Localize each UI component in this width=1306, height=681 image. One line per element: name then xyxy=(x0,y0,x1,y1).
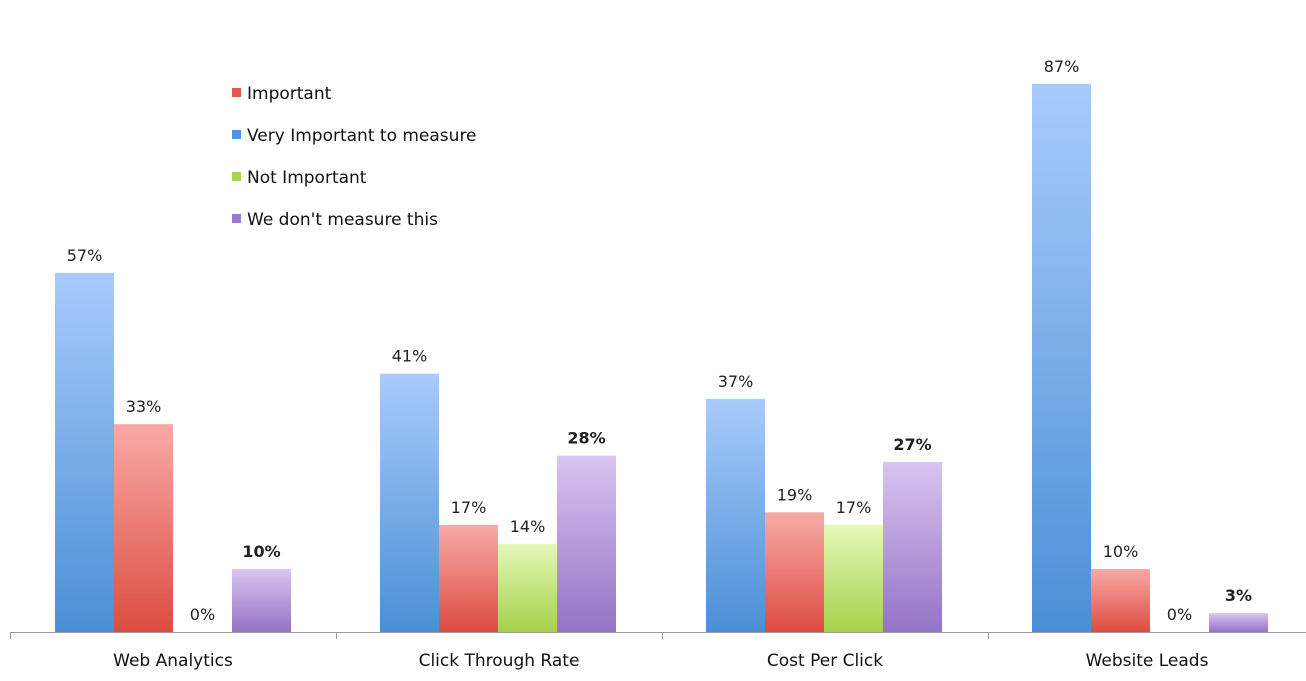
category-label-website-leads: Website Leads xyxy=(1086,651,1209,671)
bar-cost-per-click-not-important xyxy=(824,524,883,632)
legend-label-important: Important xyxy=(247,84,332,104)
bar-cost-per-click-we-don-t-measure-this xyxy=(883,461,942,632)
bar-click-through-rate-very-important-to-measure xyxy=(380,373,439,632)
data-label: 0% xyxy=(190,605,215,624)
data-labels: 57% 33% 0% 10% 41% 17% 14% 28% 37% 19% 17% 27% 87% 10… xyxy=(67,57,1252,624)
data-label: 28% xyxy=(567,429,605,448)
bar-cost-per-click-very-important-to-measure xyxy=(706,398,765,632)
category-labels: Web Analytics Click Through Rate Cost Per … xyxy=(113,651,1208,671)
bar-series xyxy=(55,83,1268,632)
data-label: 3% xyxy=(1225,586,1252,605)
bar-website-leads-very-important-to-measure xyxy=(1032,83,1091,632)
data-label: 27% xyxy=(893,435,931,454)
category-label-cost-per-click: Cost Per Click xyxy=(767,651,883,671)
category-label-web-analytics: Web Analytics xyxy=(113,651,233,671)
data-label: 87% xyxy=(1044,57,1080,76)
legend: Important Very Important to measure Not Im… xyxy=(232,84,477,230)
legend-swatch-we-don-t-measure-this xyxy=(232,214,241,223)
data-label: 17% xyxy=(836,498,872,517)
legend-swatch-very-important-to-measure xyxy=(232,130,241,139)
legend-swatch-not-important xyxy=(232,172,241,181)
bar-click-through-rate-not-important xyxy=(498,543,557,632)
legend-label-we-don-t-measure-this: We don't measure this xyxy=(247,210,438,230)
data-label: 37% xyxy=(718,372,754,391)
bar-click-through-rate-important xyxy=(439,524,498,632)
bar-click-through-rate-we-don-t-measure-this xyxy=(557,455,616,632)
data-label: 57% xyxy=(67,246,103,265)
bar-website-leads-we-don-t-measure-this xyxy=(1209,613,1268,632)
x-axis xyxy=(10,632,1306,639)
bar-cost-per-click-important xyxy=(765,512,824,632)
data-label: 33% xyxy=(126,397,162,416)
bar-web-analytics-very-important-to-measure xyxy=(55,272,114,632)
category-label-click-through-rate: Click Through Rate xyxy=(419,651,580,671)
data-label: 10% xyxy=(1103,542,1139,561)
data-label: 17% xyxy=(451,498,487,517)
data-label: 19% xyxy=(777,485,813,504)
bar-website-leads-important xyxy=(1091,569,1150,632)
legend-swatch-important xyxy=(232,88,241,97)
data-label: 10% xyxy=(242,542,280,561)
data-label: 0% xyxy=(1167,605,1192,624)
legend-label-very-important-to-measure: Very Important to measure xyxy=(247,126,477,146)
data-label: 41% xyxy=(392,347,428,366)
bar-web-analytics-we-don-t-measure-this xyxy=(232,569,291,632)
bar-web-analytics-important xyxy=(114,424,173,632)
data-label: 14% xyxy=(510,517,546,536)
legend-label-not-important: Not Important xyxy=(247,168,367,188)
